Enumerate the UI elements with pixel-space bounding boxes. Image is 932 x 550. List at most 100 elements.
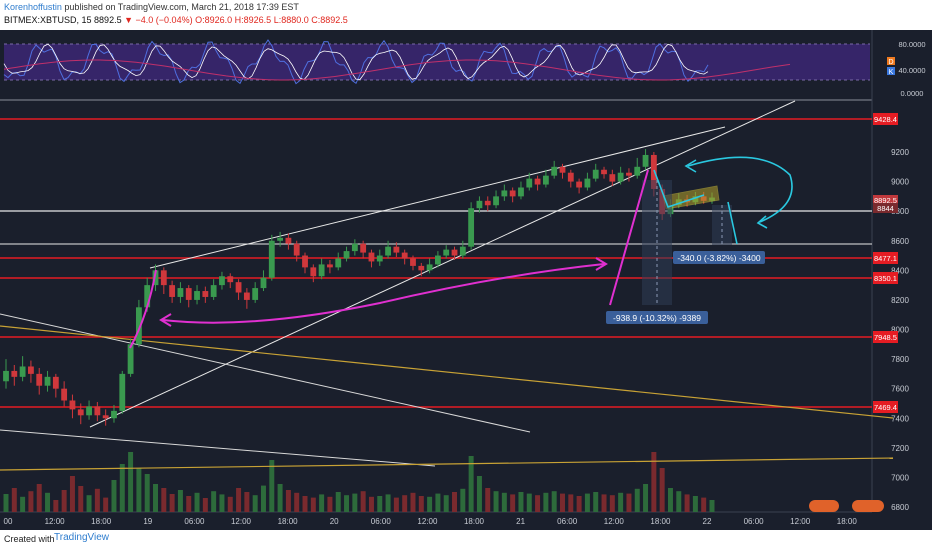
cyan-loop-top[interactable] [687,156,793,223]
time-axis-tick: 20 [330,517,339,526]
volume-bar [86,495,92,512]
volume-bar [136,468,142,512]
candle-body [160,270,167,286]
volume-bar [36,484,42,512]
volume-bar [260,485,266,512]
volume-bar [78,486,84,512]
volume-bar [501,492,507,512]
candle-body [144,285,151,308]
candle-body [534,178,541,185]
candle-body [393,246,400,253]
level-price-tags: 9428.4 8477.1 8350.1 7948.5 7469.4 [873,113,898,413]
price-axis-tick: 7000 [891,473,909,482]
volume-bar [576,496,582,512]
candle-body [310,267,317,277]
volume-bar [294,492,300,512]
candle-body [19,366,26,377]
volume-bar [460,488,466,512]
price-axis-tick: 9000 [891,178,909,187]
level-tag [873,272,898,284]
volume-bar [667,488,673,512]
publication-header: Korenhoffustin published on TradingView.… [0,0,932,30]
volume-bar [236,488,242,512]
price-axis-tick: 6800 [891,503,909,512]
oscillator-axis: 80.0000 40.0000 0.0000 [898,40,925,98]
volume-bar [643,484,649,512]
time-axis-tick: 06:00 [557,517,578,526]
time-axis-tick: 18:00 [837,517,858,526]
volume-bar [3,494,9,512]
candle-body [302,255,308,268]
candle-body [335,258,342,268]
price-axis-tick: 8600 [891,237,909,246]
price-chart[interactable]: 80.0000 40.0000 0.0000 D K 9200 9000 8800 860… [0,30,932,530]
trendline-upper-channel[interactable] [149,126,726,269]
candle-body [592,169,599,179]
trendline-lower-channel[interactable] [89,100,796,428]
volume-bar [153,484,158,512]
oscillator-panel[interactable] [0,39,872,101]
volume-bar [510,494,516,512]
symbol-ohlc-line: BITMEX:XBTUSD, 15 8892.5 ▼ −4.0 (−0.04%)… [4,15,348,25]
volume-bar [452,492,458,512]
time-axis-tick: 06:00 [184,517,205,526]
volume-bar [94,488,100,512]
volume-bar [518,492,524,512]
measure-text-small: -340.0 (-3.82%) -3400 [677,253,760,263]
candle-body [293,243,300,256]
candle-body [451,249,458,256]
oscillator-d-line [3,43,709,81]
trendline-descending[interactable] [0,313,531,433]
author-link[interactable]: Korenhoffustin [4,2,62,12]
price-axis-tick: 7400 [891,414,909,423]
candle-body [61,388,68,401]
magenta-pole-right[interactable] [609,169,649,306]
price-axis-tick: 7600 [891,385,909,394]
oscillator-slow-line [3,59,791,81]
tradingview-logo[interactable]: TradingView [54,532,110,543]
indicator-widget-right[interactable] [852,500,884,512]
volume-bar [593,492,599,512]
volume-bar [103,497,109,512]
cyan-drop-line[interactable] [727,201,738,245]
volume-bar [560,493,565,512]
candle-body [617,172,624,182]
candle-body [426,264,433,271]
cyan-arrowhead-top [684,159,697,173]
magenta-arrowhead-left [159,313,172,327]
candle-body [169,285,176,297]
symbol-label[interactable]: BITMEX:XBTUSD, 15 [4,15,92,25]
oscillator-badge-d-text: D [888,59,893,66]
volume-bar [526,493,532,512]
candle-body [368,252,375,262]
orange-trendline-upper[interactable] [0,325,894,419]
volume-bar [352,493,358,512]
volume-bar [692,496,698,512]
price-axis-tick: 8200 [891,296,909,305]
volume-bar [128,452,134,512]
magenta-pole-left[interactable] [129,269,157,349]
volume-bar [385,494,391,512]
indicator-widget-left[interactable] [809,500,839,512]
candle-body [484,200,491,206]
magenta-swing-arrow[interactable] [162,263,605,324]
candle-body [559,166,566,173]
trendline-descending-lower[interactable] [0,429,436,467]
time-axis-tick: 18:00 [464,517,485,526]
price-axis[interactable]: 9200 9000 8800 8600 8400 8200 8000 7800 7600 7400… [871,30,909,512]
candle-body [468,208,475,247]
level-tag-text: 9428.4 [874,115,897,124]
volume-bars [3,452,715,512]
time-axis-tick: 18:00 [91,517,112,526]
last-price: 8892.5 [94,15,122,25]
candle-body [443,249,450,256]
price-axis-tick: 8800 [891,207,909,216]
cyan-flag-path[interactable] [653,169,705,209]
candle-body [44,376,51,386]
volume-bar [584,493,590,512]
volume-bar [211,491,217,512]
orange-trendline-lower[interactable] [0,457,894,471]
candle-body [119,373,126,411]
volume-bar [485,488,491,512]
candle-body [227,276,234,283]
